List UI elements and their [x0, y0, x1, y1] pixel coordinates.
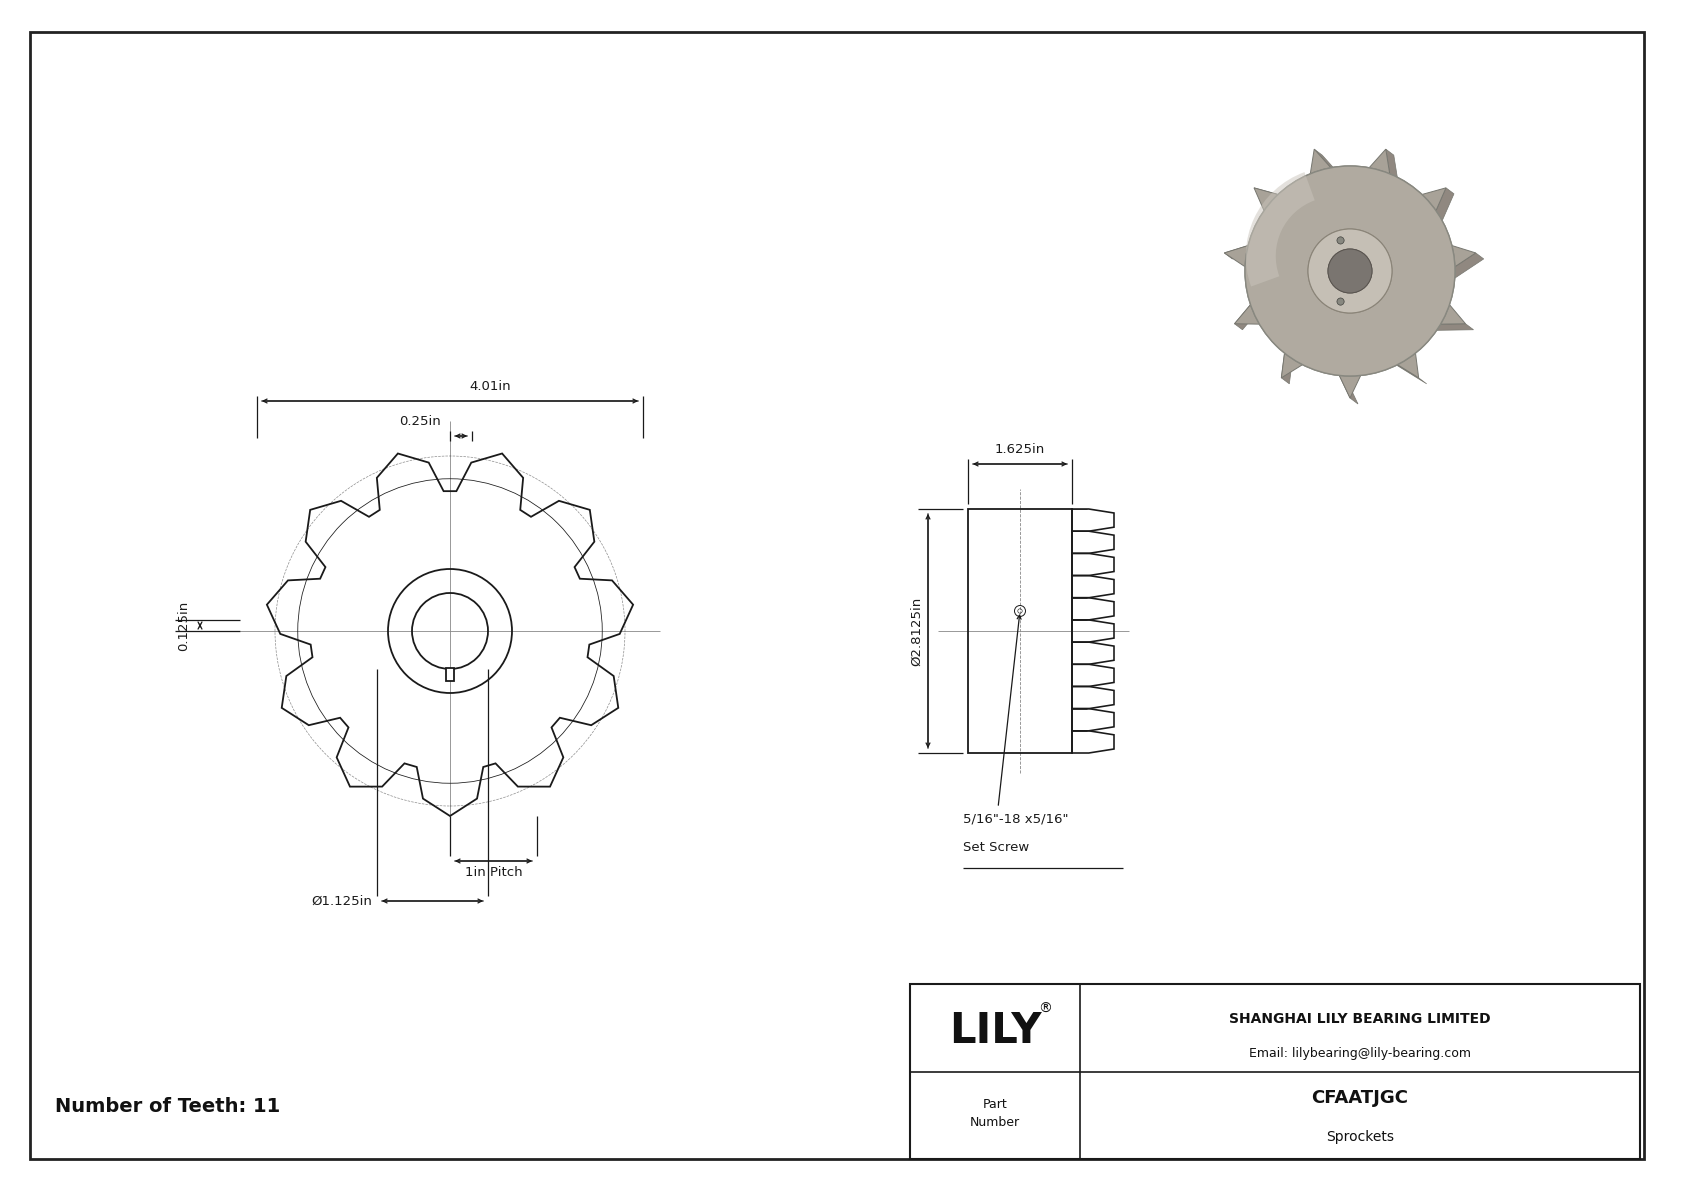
Circle shape — [1308, 229, 1393, 313]
Polygon shape — [1428, 295, 1465, 324]
Text: CFAATJGC: CFAATJGC — [1312, 1089, 1408, 1106]
Bar — [446, 668, 453, 681]
Text: 5/16"-18 x5/16": 5/16"-18 x5/16" — [963, 813, 1069, 827]
Polygon shape — [1445, 252, 1484, 280]
Text: 0.125in: 0.125in — [177, 600, 190, 650]
Text: Set Screw: Set Screw — [963, 841, 1029, 854]
Text: 1.625in: 1.625in — [995, 443, 1046, 456]
Polygon shape — [1308, 149, 1339, 186]
Circle shape — [1337, 237, 1344, 244]
Circle shape — [1337, 298, 1344, 305]
Bar — [968, 509, 1073, 753]
Text: Sprockets: Sprockets — [1325, 1130, 1394, 1145]
Circle shape — [1244, 166, 1455, 376]
Polygon shape — [1431, 188, 1453, 229]
Text: Email: lilybearing@lily-bearing.com: Email: lilybearing@lily-bearing.com — [1250, 1048, 1472, 1060]
Text: LILY: LILY — [948, 1010, 1041, 1053]
Text: 1in Pitch: 1in Pitch — [465, 866, 522, 879]
Polygon shape — [1224, 242, 1260, 274]
Circle shape — [1329, 249, 1372, 293]
Polygon shape — [1334, 364, 1366, 398]
Circle shape — [1337, 237, 1344, 244]
Text: Ø2.8125in: Ø2.8125in — [909, 597, 923, 666]
Circle shape — [1244, 166, 1455, 376]
Polygon shape — [1234, 295, 1266, 330]
Circle shape — [1337, 298, 1344, 305]
Polygon shape — [1388, 358, 1426, 384]
Polygon shape — [1314, 149, 1347, 183]
Polygon shape — [1410, 188, 1447, 223]
Text: SHANGHAI LILY BEARING LIMITED: SHANGHAI LILY BEARING LIMITED — [1229, 1012, 1490, 1025]
Polygon shape — [1388, 341, 1418, 378]
Wedge shape — [1246, 173, 1315, 287]
Circle shape — [1329, 249, 1372, 293]
Polygon shape — [1334, 364, 1357, 404]
Polygon shape — [1361, 149, 1391, 186]
Polygon shape — [1282, 341, 1314, 378]
Polygon shape — [1234, 295, 1271, 324]
Bar — [909, 984, 1640, 1159]
Circle shape — [1308, 229, 1393, 313]
Text: Part
Number: Part Number — [970, 1098, 1021, 1129]
Text: Number of Teeth: 11: Number of Teeth: 11 — [56, 1097, 280, 1116]
Polygon shape — [1428, 324, 1474, 330]
Text: Ø1.125in: Ø1.125in — [312, 894, 372, 908]
Text: ®: ® — [1037, 1003, 1052, 1016]
Text: 4.01in: 4.01in — [470, 380, 510, 393]
Polygon shape — [1440, 242, 1475, 274]
Polygon shape — [1386, 149, 1399, 192]
Polygon shape — [1282, 341, 1293, 384]
Polygon shape — [1255, 188, 1290, 223]
Polygon shape — [1224, 242, 1268, 258]
Text: 0.25in: 0.25in — [399, 414, 441, 428]
Polygon shape — [1255, 188, 1298, 204]
